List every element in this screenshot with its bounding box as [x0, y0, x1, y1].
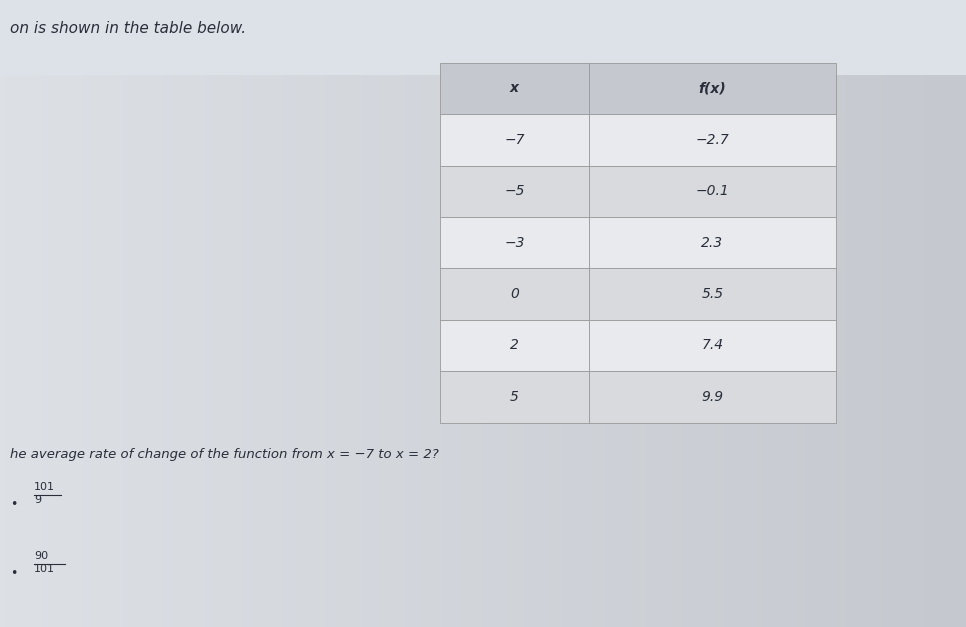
- Text: 9: 9: [34, 495, 41, 505]
- Text: •: •: [10, 498, 17, 511]
- Bar: [589, 63, 836, 114]
- Text: −3: −3: [504, 236, 525, 250]
- Text: 2.3: 2.3: [701, 236, 724, 250]
- Bar: [0, 0, 966, 75]
- Text: •: •: [10, 567, 17, 580]
- Text: −2.7: −2.7: [696, 133, 729, 147]
- Bar: [589, 268, 836, 320]
- Text: 2: 2: [510, 339, 519, 352]
- Bar: [440, 371, 589, 423]
- Text: 0: 0: [510, 287, 519, 301]
- Text: x: x: [510, 82, 519, 95]
- Text: 9.9: 9.9: [701, 390, 724, 404]
- Text: −7: −7: [504, 133, 525, 147]
- Text: on is shown in the table below.: on is shown in the table below.: [10, 21, 245, 36]
- Text: 101: 101: [34, 482, 55, 492]
- Bar: [440, 320, 589, 371]
- Text: 7.4: 7.4: [701, 339, 724, 352]
- Bar: [589, 166, 836, 217]
- Bar: [589, 217, 836, 268]
- Bar: [440, 166, 589, 217]
- Bar: [440, 114, 589, 166]
- Text: 5.5: 5.5: [701, 287, 724, 301]
- Text: −0.1: −0.1: [696, 184, 729, 198]
- Bar: [589, 320, 836, 371]
- Text: −5: −5: [504, 184, 525, 198]
- Text: he average rate of change of the function from x = −7 to x = 2?: he average rate of change of the functio…: [10, 448, 439, 461]
- Bar: [440, 217, 589, 268]
- Text: 90: 90: [34, 551, 48, 561]
- Bar: [589, 114, 836, 166]
- Bar: [440, 63, 589, 114]
- Bar: [589, 371, 836, 423]
- Text: 5: 5: [510, 390, 519, 404]
- Bar: [440, 268, 589, 320]
- Text: 101: 101: [34, 564, 55, 574]
- Text: f(x): f(x): [698, 82, 726, 95]
